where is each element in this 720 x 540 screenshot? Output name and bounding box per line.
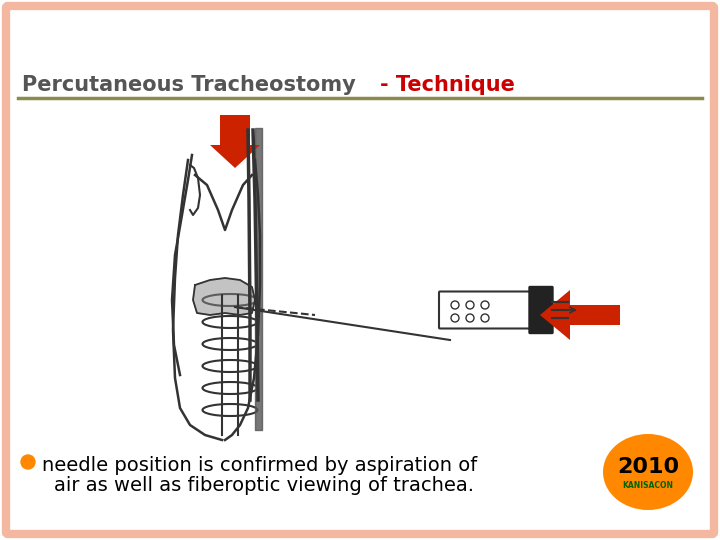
Circle shape	[21, 455, 35, 469]
Text: - Technique: - Technique	[380, 75, 515, 95]
Text: needle position is confirmed by aspiration of: needle position is confirmed by aspirati…	[42, 456, 477, 475]
Text: KANISACON: KANISACON	[623, 482, 673, 490]
FancyBboxPatch shape	[6, 6, 714, 534]
Text: 2010: 2010	[617, 457, 679, 477]
Ellipse shape	[603, 434, 693, 510]
Polygon shape	[210, 115, 260, 168]
FancyBboxPatch shape	[529, 287, 553, 334]
Text: Percutaneous Tracheostomy: Percutaneous Tracheostomy	[22, 75, 356, 95]
Polygon shape	[540, 290, 620, 340]
Text: air as well as fiberoptic viewing of trachea.: air as well as fiberoptic viewing of tra…	[54, 476, 474, 495]
FancyBboxPatch shape	[439, 292, 531, 328]
Polygon shape	[193, 278, 255, 315]
